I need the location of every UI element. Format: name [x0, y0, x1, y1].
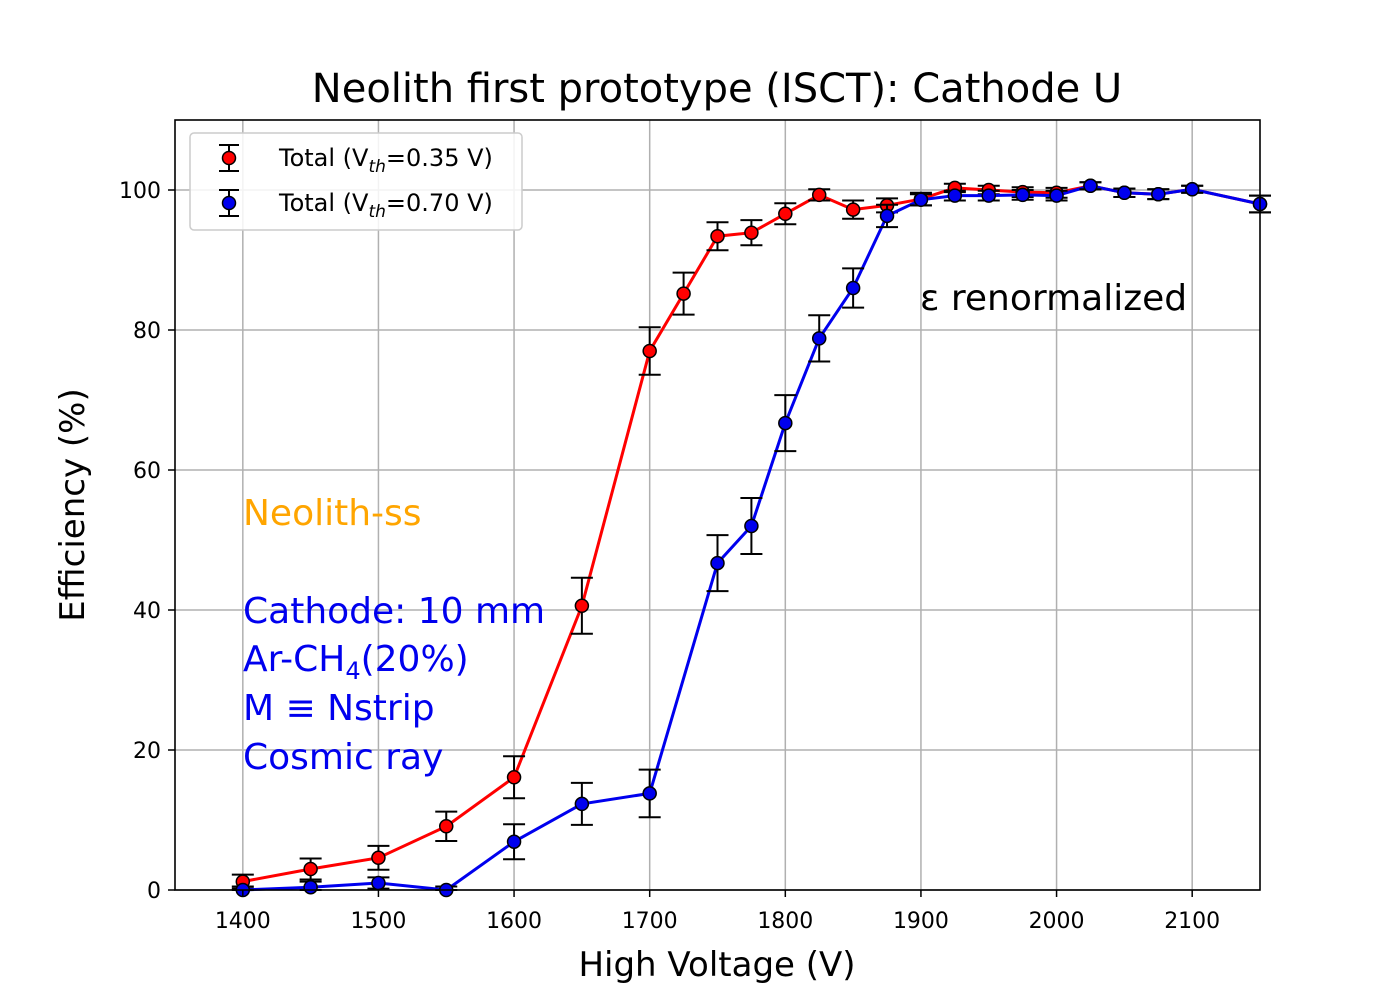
series-1-point-5: [574, 796, 590, 812]
series-0-point-3: [439, 819, 454, 834]
legend-035-suffix: =0.35 V): [386, 144, 493, 172]
x-tick-label-2000: 2000: [1029, 909, 1085, 934]
series-1-point-10: [811, 331, 827, 346]
series-1-point-11: [845, 280, 861, 296]
series-1-point-12: [879, 208, 895, 224]
axis-ticks: 1400 1500 1600 1700 1800 1900 2000 2100 0 20 40 60 8…: [119, 179, 1220, 934]
series-1-point-15: [981, 188, 996, 203]
legend-marker-070: [221, 195, 237, 211]
data-series: [231, 178, 1271, 898]
x-tick-label-1700: 1700: [622, 909, 678, 934]
gas-prefix: Ar-CH: [243, 639, 345, 680]
series-1-point-8: [744, 518, 759, 534]
plot-frame: [174, 119, 1261, 891]
y-tick-label-100: 100: [119, 179, 161, 204]
annotation-source: Cosmic ray: [243, 737, 443, 778]
series-0-point-12: [845, 202, 861, 217]
series-0-point-2: [371, 850, 386, 866]
series-0-point-4: [506, 770, 522, 785]
series-1-point-20: [1151, 186, 1166, 202]
legend-035-prefix: Total (V: [278, 144, 369, 172]
series-0-point-8: [710, 228, 725, 244]
legend-070-prefix: Total (V: [278, 189, 369, 217]
series-1-point-19: [1117, 185, 1132, 201]
x-tick-label-1800: 1800: [757, 909, 813, 934]
series-1-point-21: [1184, 182, 1200, 197]
series-0-point-1: [303, 861, 318, 877]
x-tick-label-1400: 1400: [215, 909, 271, 934]
y-tick-label-40: 40: [133, 599, 161, 624]
annotation-gas: Ar-CH4(20%): [243, 639, 469, 685]
series-0-point-5: [574, 598, 590, 614]
legend-070-sub: th: [368, 202, 385, 222]
legend-entry-035: Total (Vth=0.35 V): [219, 144, 493, 177]
series-1-point-14: [947, 188, 963, 203]
series-1-point-2: [371, 875, 386, 891]
series-0-point-9: [744, 225, 759, 240]
y-tick-label-80: 80: [133, 319, 161, 344]
series-0-point-11: [811, 187, 827, 203]
y-axis-label: Efficiency (%): [53, 388, 93, 621]
x-tick-label-1900: 1900: [893, 909, 949, 934]
legend-marker-035: [221, 150, 237, 166]
y-tick-label-0: 0: [147, 879, 161, 904]
annotation-detector: Neolith-ss: [243, 493, 422, 534]
legend-box: [189, 132, 523, 231]
x-axis-label: High Voltage (V): [578, 945, 855, 985]
legend-070-suffix: =0.70 V): [386, 189, 493, 217]
series-1-point-18: [1083, 178, 1098, 194]
y-tick-label-60: 60: [133, 459, 161, 484]
x-tick-label-2100: 2100: [1164, 909, 1220, 934]
series-1-point-1: [303, 879, 318, 895]
series-1-point-7: [710, 555, 725, 571]
series-1-point-13: [913, 192, 929, 208]
legend-label-070: Total (Vth=0.70 V): [278, 189, 493, 222]
series-0-point-10: [778, 206, 793, 222]
gas-suffix: (20%): [361, 639, 469, 680]
series-1: [231, 178, 1271, 898]
series-1-point-17: [1049, 188, 1064, 203]
annotation-multiplicity: M ≡ Nstrip: [243, 688, 435, 729]
legend-035-sub: th: [368, 157, 385, 177]
legend-label-035: Total (Vth=0.35 V): [278, 144, 493, 177]
series-0-point-6: [642, 343, 657, 359]
series-1-point-6: [642, 786, 657, 801]
series-0-point-7: [676, 286, 691, 301]
legend: Total (Vth=0.35 V) Total (Vth=0.70 V): [189, 132, 523, 231]
y-tick-label-20: 20: [133, 739, 161, 764]
x-tick-label-1500: 1500: [350, 909, 406, 934]
series-1-point-9: [778, 415, 793, 431]
annotation-cathode: Cathode: 10 mm: [243, 591, 545, 632]
series-1-point-4: [506, 834, 522, 849]
chart-title: Neolith first prototype (ISCT): Cathode …: [312, 66, 1122, 112]
x-tick-label-1600: 1600: [486, 909, 542, 934]
series-1-point-16: [1015, 187, 1030, 203]
legend-entry-070: Total (Vth=0.70 V): [219, 189, 493, 222]
gas-subscript: 4: [345, 657, 360, 685]
annotation-renormalized: ε renormalized: [920, 278, 1187, 319]
